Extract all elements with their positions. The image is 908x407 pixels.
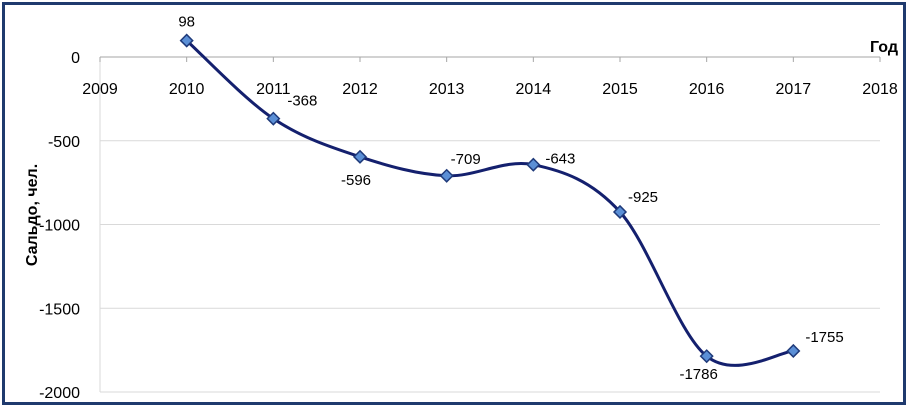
data-marker: [266, 111, 281, 126]
x-tick-label: 2016: [689, 81, 725, 98]
x-tick-label: 2010: [169, 81, 205, 98]
data-marker: [699, 349, 714, 364]
x-tick-label: 2012: [342, 81, 378, 98]
x-tick-label: 2015: [602, 81, 638, 98]
x-tick-label: 2011: [256, 81, 291, 98]
data-marker: [526, 157, 541, 172]
y-tick-label: -500: [48, 134, 80, 151]
x-tick-labels: 2009 2010 2011 2012 2013 2014 2015 2016 2017 2018: [82, 81, 898, 98]
data-marker: [786, 343, 801, 359]
x-tick-label: 2014: [516, 81, 552, 98]
data-label: -1755: [805, 329, 843, 346]
x-axis-title: Год: [870, 39, 898, 56]
data-marker: [612, 204, 628, 219]
series-line: [185, 39, 794, 367]
data-label: -925: [628, 189, 658, 206]
y-tick-label: 0: [71, 50, 80, 67]
data-label: -368: [287, 93, 317, 110]
y-tick-label: -1500: [39, 301, 80, 318]
x-tick-label: 2017: [776, 81, 812, 98]
data-labels: 98 -368 -596 -709 -643 -925 -1786 -1755: [178, 14, 843, 384]
y-axis-title: Сальдо, чел.: [24, 164, 41, 266]
data-marker: [179, 33, 194, 48]
data-marker: [352, 149, 368, 164]
data-label: -1786: [679, 366, 717, 383]
x-tick-label: 2013: [429, 81, 465, 98]
data-label: -596: [341, 172, 371, 189]
y-tick-labels: 0 -500 -1000 -1500 -2000: [39, 50, 80, 402]
data-marker: [439, 168, 454, 183]
data-label: -643: [545, 151, 575, 168]
data-label: -709: [451, 151, 481, 168]
x-tick-label: 2009: [82, 81, 118, 98]
y-tick-label: -2000: [39, 385, 80, 402]
grid-lines: [99, 56, 881, 393]
data-label: 98: [178, 14, 195, 31]
y-tick-label: -1000: [39, 218, 80, 235]
data-markers: [179, 33, 801, 364]
x-tick-label: 2018: [862, 81, 898, 98]
